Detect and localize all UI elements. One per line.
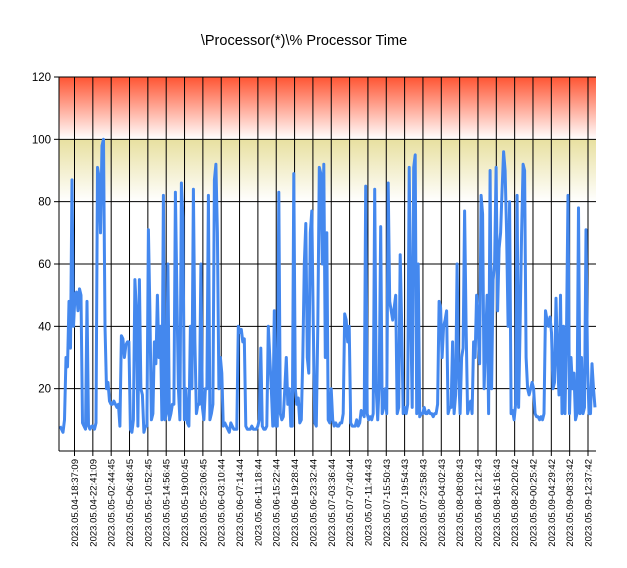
x-tick-label: 2023.05.06-03:10:44 xyxy=(217,459,228,547)
warning-band xyxy=(59,139,596,202)
x-tick-label: 2023.05.07-19:54:43 xyxy=(400,459,411,547)
x-tick-label: 2023.05.08-04:02:43 xyxy=(437,459,448,547)
x-tick-label: 2023.05.07-07:40:44 xyxy=(345,459,356,547)
y-tick-label: 40 xyxy=(38,321,51,333)
x-tick-label: 2023.05.08-08:08:43 xyxy=(455,459,466,547)
x-tick-label: 2023.05.05-02:44:45 xyxy=(107,459,118,547)
chart-title: \Processor(*)\% Processor Time xyxy=(201,33,407,49)
x-tick-label: 2023.05.05-23:06:45 xyxy=(198,459,209,547)
x-tick-label: 2023.05.07-23:58:43 xyxy=(418,459,429,547)
x-tick-label: 2023.05.04-18:37:09 xyxy=(70,459,81,547)
x-tick-label: 2023.05.08-20:20:42 xyxy=(510,459,521,547)
series-layer xyxy=(58,137,597,434)
x-tick-label: 2023.05.06-11:18:44 xyxy=(253,459,264,546)
y-tick-label: 60 xyxy=(38,259,51,271)
x-axis-ticks: 2023.05.04-18:37:09 2023.05.04-22:41:09 20… xyxy=(70,459,595,547)
x-tick-label: 2023.05.05-14:56:45 xyxy=(162,459,173,547)
y-tick-label: 20 xyxy=(38,384,51,396)
x-tick-label: 2023.05.06-19:28:44 xyxy=(290,459,301,547)
x-tick-label: 2023.05.06-07:14:44 xyxy=(235,459,246,547)
critical-band xyxy=(59,77,596,140)
x-tick-label: 2023.05.07-15:50:43 xyxy=(382,459,393,547)
x-tick-label: 2023.05.08-16:16:43 xyxy=(492,459,503,547)
y-tick-label: 100 xyxy=(32,134,51,146)
y-tick-label: 80 xyxy=(38,197,51,209)
series-line-1 xyxy=(58,137,597,434)
x-tick-label: 2023.05.08-12:12:43 xyxy=(473,459,484,547)
x-tick-label: 2023.05.05-10:52:45 xyxy=(143,459,154,547)
x-tick-label: 2023.05.04-22:41:09 xyxy=(88,459,99,547)
x-tick-label: 2023.05.06-23:32:44 xyxy=(308,459,319,547)
x-tick-label: 2023.05.05-19:00:45 xyxy=(180,459,191,547)
x-tick-label: 2023.05.09-08:33:42 xyxy=(565,459,576,547)
x-tick-label: 2023.05.05-06:48:45 xyxy=(125,459,136,547)
y-axis-ticks: 20 40 60 80 100 120 xyxy=(32,72,59,396)
x-tick-label: 2023.05.09-04:29:42 xyxy=(547,459,558,547)
x-tick-label: 2023.05.07-11:44:43 xyxy=(363,459,374,546)
y-tick-label: 120 xyxy=(32,72,51,84)
x-tick-label: 2023.05.09-00:25:42 xyxy=(528,459,539,547)
x-tick-label: 2023.05.06-15:22:44 xyxy=(272,459,283,547)
x-tick-label: 2023.05.07-03:36:44 xyxy=(327,459,338,547)
x-tick-label: 2023.05.09-12:37:42 xyxy=(584,459,595,547)
